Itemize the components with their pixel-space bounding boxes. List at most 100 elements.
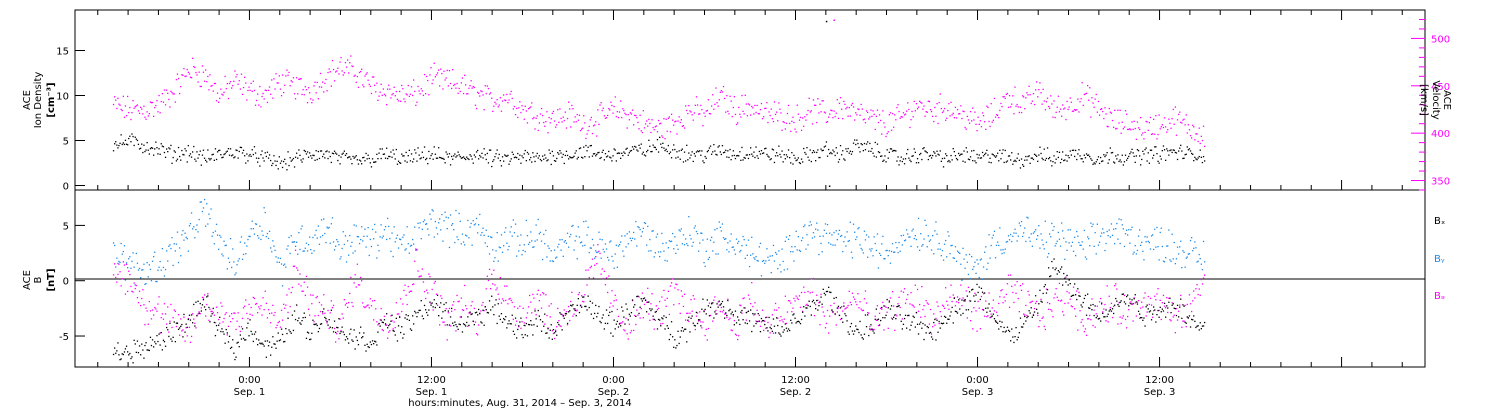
by-point [818, 254, 819, 255]
by-point [1073, 251, 1074, 252]
bx-point [893, 317, 894, 318]
bz-point [148, 324, 149, 325]
bx-point [622, 310, 623, 311]
bx-point [656, 311, 657, 312]
bx-point [331, 310, 332, 311]
density-point [733, 150, 734, 151]
bx-point [292, 315, 293, 316]
density-point [1047, 147, 1048, 148]
bz-point [183, 317, 184, 318]
density-point [411, 153, 412, 154]
bz-point [334, 328, 335, 329]
by-point [710, 240, 711, 241]
density-point [230, 148, 231, 149]
by-point [197, 231, 198, 232]
bz-point [1127, 316, 1128, 317]
density-point [631, 150, 632, 151]
bx-point [215, 335, 216, 336]
bz-point [952, 301, 953, 302]
density-point [177, 159, 178, 160]
by-point [836, 230, 837, 231]
density-point [424, 146, 425, 147]
velocity-point [638, 128, 639, 129]
bz-point [803, 287, 804, 288]
bx-point [572, 304, 573, 305]
velocity-point [546, 111, 547, 112]
velocity-point [1153, 119, 1154, 120]
bx-point [337, 327, 338, 328]
bx-point [362, 336, 363, 337]
density-point [248, 155, 249, 156]
bx-point [555, 331, 556, 332]
density-point [768, 157, 769, 158]
density-point [358, 163, 359, 164]
outlier-point-2 [829, 186, 831, 188]
density-point [994, 155, 995, 156]
velocity-point [551, 118, 552, 119]
bz-point [1144, 292, 1145, 293]
by-point [819, 236, 820, 237]
velocity-point [647, 126, 648, 127]
by-point [362, 240, 363, 241]
density-point [1051, 165, 1052, 166]
by-point [1018, 236, 1019, 237]
bx-point [799, 321, 800, 322]
bz-point [864, 298, 865, 299]
velocity-point [294, 93, 295, 94]
by-point [150, 269, 151, 270]
velocity-point [223, 92, 224, 93]
velocity-point [650, 132, 651, 133]
by-point [527, 235, 528, 236]
bx-point [429, 302, 430, 303]
density-point [167, 151, 168, 152]
bz-point [1113, 306, 1114, 307]
density-point [749, 154, 750, 155]
by-point [169, 244, 170, 245]
bx-point [140, 354, 141, 355]
density-point [667, 151, 668, 152]
bz-point [449, 308, 450, 309]
by-point [1201, 264, 1202, 265]
by-point [143, 264, 144, 265]
velocity-point [423, 95, 424, 96]
velocity-point [1020, 107, 1021, 108]
density-point [1062, 151, 1063, 152]
velocity-point [261, 96, 262, 97]
bz-point [629, 324, 630, 325]
velocity-point [908, 109, 909, 110]
velocity-point [738, 107, 739, 108]
velocity-point [484, 109, 485, 110]
density-point [129, 136, 130, 137]
bx-point [709, 315, 710, 316]
velocity-point [1071, 102, 1072, 103]
density-point [982, 152, 983, 153]
bx-point [246, 327, 247, 328]
velocity-point [876, 116, 877, 117]
density-point [319, 158, 320, 159]
density-point [1168, 155, 1169, 156]
velocity-point [712, 94, 713, 95]
by-point [913, 229, 914, 230]
velocity-point [931, 111, 932, 112]
velocity-point [1133, 129, 1134, 130]
by-point [1154, 229, 1155, 230]
bx-point [412, 315, 413, 316]
velocity-point [594, 124, 595, 125]
velocity-point [929, 101, 930, 102]
by-point [716, 228, 717, 229]
bx-point [266, 357, 267, 358]
bx-point [625, 303, 626, 304]
velocity-point [800, 117, 801, 118]
velocity-point [326, 90, 327, 91]
density-point [206, 161, 207, 162]
bx-point [855, 325, 856, 326]
bottom-panel-data [113, 199, 1205, 364]
by-point [846, 231, 847, 232]
bz-point [1173, 316, 1174, 317]
by-point [194, 237, 195, 238]
density-point [471, 156, 472, 157]
bx-point [458, 329, 459, 330]
density-point [192, 151, 193, 152]
density-point [163, 146, 164, 147]
density-point [365, 153, 366, 154]
